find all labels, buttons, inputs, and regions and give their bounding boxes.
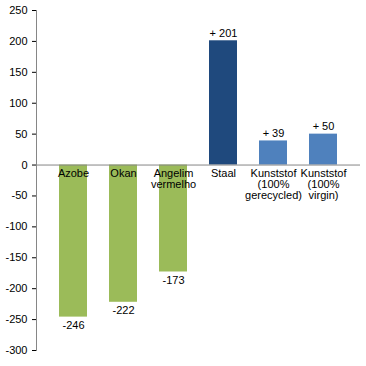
svg-text:200: 200 bbox=[9, 35, 27, 47]
svg-text:0: 0 bbox=[21, 159, 27, 171]
svg-text:-150: -150 bbox=[5, 251, 27, 263]
svg-text:Okan: Okan bbox=[110, 167, 136, 179]
svg-text:+ 201: + 201 bbox=[210, 27, 238, 39]
svg-text:-246: -246 bbox=[62, 319, 84, 331]
svg-text:-250: -250 bbox=[5, 313, 27, 325]
svg-text:+ 50: + 50 bbox=[313, 120, 335, 132]
svg-text:-300: -300 bbox=[5, 344, 27, 356]
svg-text:+ 39: + 39 bbox=[263, 127, 285, 139]
svg-text:50: 50 bbox=[15, 128, 27, 140]
svg-text:150: 150 bbox=[9, 66, 27, 78]
svg-text:Staal: Staal bbox=[211, 167, 236, 179]
svg-text:Azobe: Azobe bbox=[58, 167, 89, 179]
svg-text:Kunststof(100%gerecycled): Kunststof(100%gerecycled) bbox=[245, 167, 302, 201]
svg-text:-173: -173 bbox=[162, 274, 184, 286]
svg-text:-100: -100 bbox=[5, 220, 27, 232]
svg-text:-50: -50 bbox=[12, 189, 28, 201]
svg-text:-200: -200 bbox=[5, 282, 27, 294]
svg-text:100: 100 bbox=[9, 97, 27, 109]
svg-text:-222: -222 bbox=[112, 304, 134, 316]
svg-text:Kunststof(100%virgin): Kunststof(100%virgin) bbox=[301, 167, 348, 201]
svg-text:250: 250 bbox=[9, 4, 27, 16]
svg-text:Angelimvermelho: Angelimvermelho bbox=[151, 167, 196, 190]
